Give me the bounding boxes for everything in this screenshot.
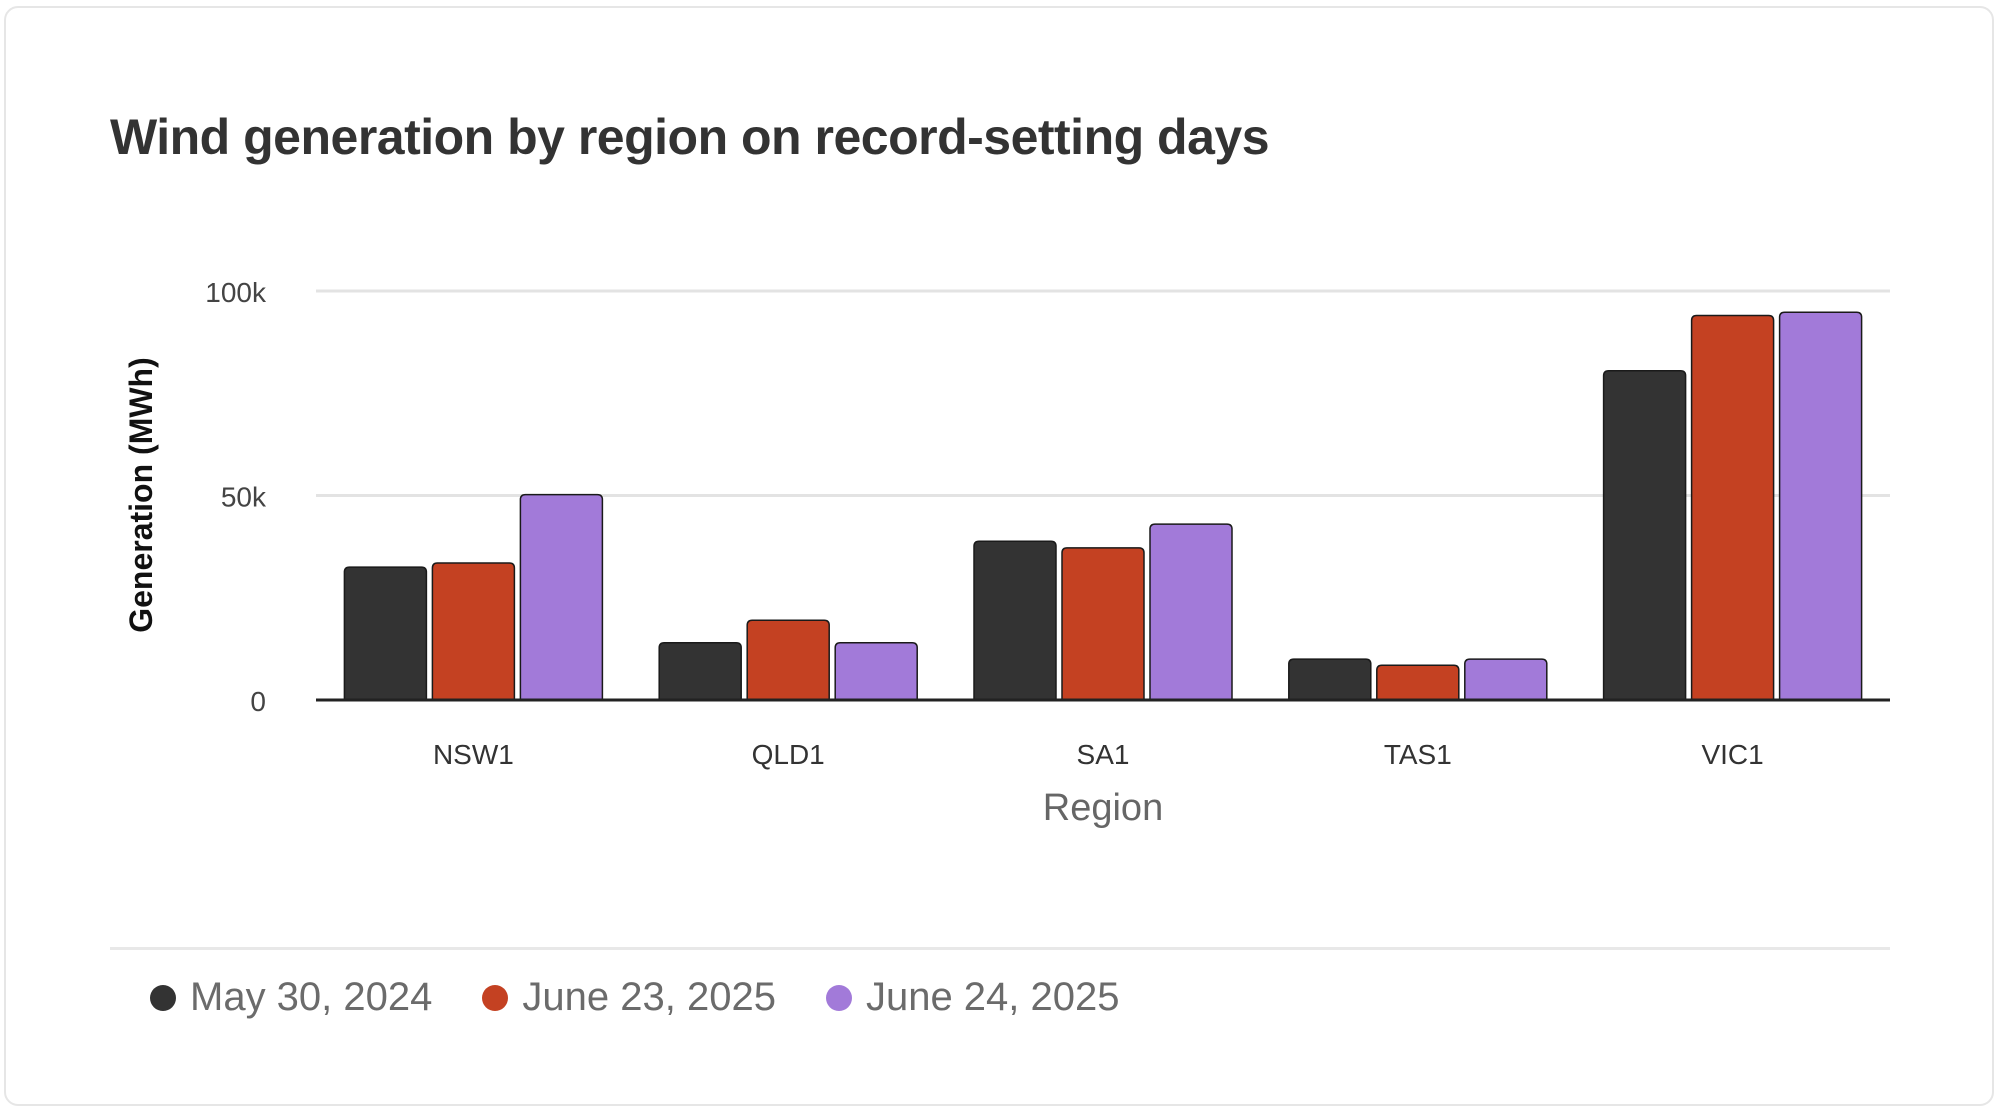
bar-nsw1-series-0 bbox=[343, 566, 428, 701]
x-axis-label: Region bbox=[1043, 787, 1163, 829]
bar-vic1-series-2 bbox=[1778, 311, 1863, 701]
y-tick-label: 0 bbox=[250, 686, 266, 717]
legend-label: June 24, 2025 bbox=[865, 975, 1120, 1019]
legend-swatch bbox=[482, 984, 509, 1011]
legend-swatch bbox=[150, 984, 176, 1011]
legend: May 30, 2024 June 23, 2025 June 24, 2025 bbox=[150, 975, 1170, 1020]
y-tick-label: 50k bbox=[221, 482, 267, 513]
bar-sa1-series-1 bbox=[1061, 547, 1145, 701]
x-tick-label: NSW1 bbox=[433, 739, 514, 770]
bar-qld1-series-2 bbox=[834, 641, 918, 701]
bar-tas1-series-1 bbox=[1376, 664, 1460, 701]
x-tick-label: QLD1 bbox=[752, 739, 825, 770]
legend-item: June 24, 2025 bbox=[825, 975, 1120, 1020]
legend-swatch bbox=[825, 984, 852, 1011]
legend-label: May 30, 2024 bbox=[190, 975, 433, 1019]
bar-chart: 0 50k 100k NSW1 QLD1 SA1 TAS1 VIC1 Generation … bbox=[123, 277, 1890, 829]
legend-item: June 23, 2025 bbox=[482, 975, 776, 1020]
bar-sa1-series-2 bbox=[1149, 523, 1233, 701]
y-axis-label: Generation (MWh) bbox=[123, 357, 159, 633]
bar-tas1-series-2 bbox=[1464, 658, 1548, 701]
bar-vic1-series-1 bbox=[1690, 314, 1775, 701]
y-tick-labels: 0 50k 100k bbox=[205, 277, 267, 717]
legend-item: May 30, 2024 bbox=[150, 975, 432, 1020]
x-tick-label: VIC1 bbox=[1701, 739, 1763, 770]
bar-nsw1-series-1 bbox=[431, 562, 516, 701]
x-tick-label: TAS1 bbox=[1384, 739, 1452, 770]
bars bbox=[343, 311, 1863, 701]
chart-title: Wind generation by region on record-sett… bbox=[110, 109, 1270, 165]
bar-qld1-series-0 bbox=[658, 641, 742, 701]
x-tick-label: SA1 bbox=[1077, 739, 1130, 770]
bar-qld1-series-1 bbox=[746, 619, 830, 701]
bar-vic1-series-0 bbox=[1602, 370, 1687, 701]
legend-divider bbox=[110, 947, 1890, 950]
bar-nsw1-series-2 bbox=[519, 493, 604, 701]
y-tick-label: 100k bbox=[205, 277, 267, 308]
legend-label: June 23, 2025 bbox=[522, 975, 776, 1019]
bar-sa1-series-0 bbox=[973, 540, 1057, 701]
bar-tas1-series-0 bbox=[1288, 658, 1372, 701]
x-tick-labels: NSW1 QLD1 SA1 TAS1 VIC1 bbox=[433, 739, 1764, 770]
